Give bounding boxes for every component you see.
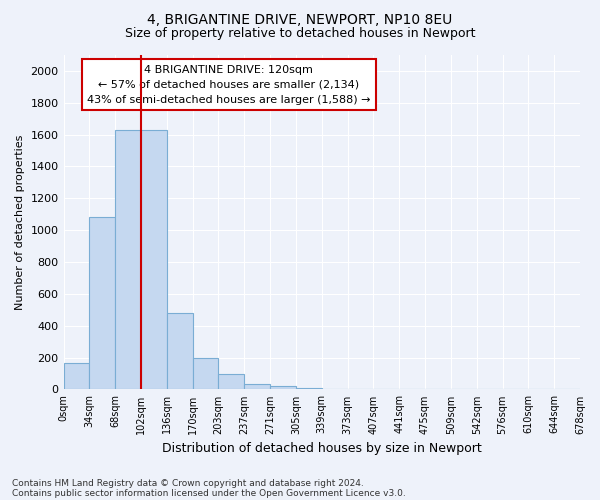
- Bar: [141, 130, 167, 390]
- Text: 4, BRIGANTINE DRIVE, NEWPORT, NP10 8EU: 4, BRIGANTINE DRIVE, NEWPORT, NP10 8EU: [148, 12, 452, 26]
- Bar: [115, 130, 141, 390]
- Bar: [270, 386, 296, 390]
- Y-axis label: Number of detached properties: Number of detached properties: [15, 134, 25, 310]
- Bar: [167, 313, 193, 390]
- Bar: [64, 363, 89, 390]
- Text: Contains HM Land Registry data © Crown copyright and database right 2024.: Contains HM Land Registry data © Crown c…: [12, 478, 364, 488]
- Text: Size of property relative to detached houses in Newport: Size of property relative to detached ho…: [125, 28, 475, 40]
- Text: 4 BRIGANTINE DRIVE: 120sqm
← 57% of detached houses are smaller (2,134)
43% of s: 4 BRIGANTINE DRIVE: 120sqm ← 57% of deta…: [87, 65, 371, 104]
- Text: Contains public sector information licensed under the Open Government Licence v3: Contains public sector information licen…: [12, 488, 406, 498]
- Bar: [89, 218, 115, 390]
- Bar: [244, 384, 270, 390]
- Bar: [218, 374, 244, 390]
- Bar: [193, 358, 218, 390]
- X-axis label: Distribution of detached houses by size in Newport: Distribution of detached houses by size …: [162, 442, 482, 455]
- Bar: [296, 388, 322, 390]
